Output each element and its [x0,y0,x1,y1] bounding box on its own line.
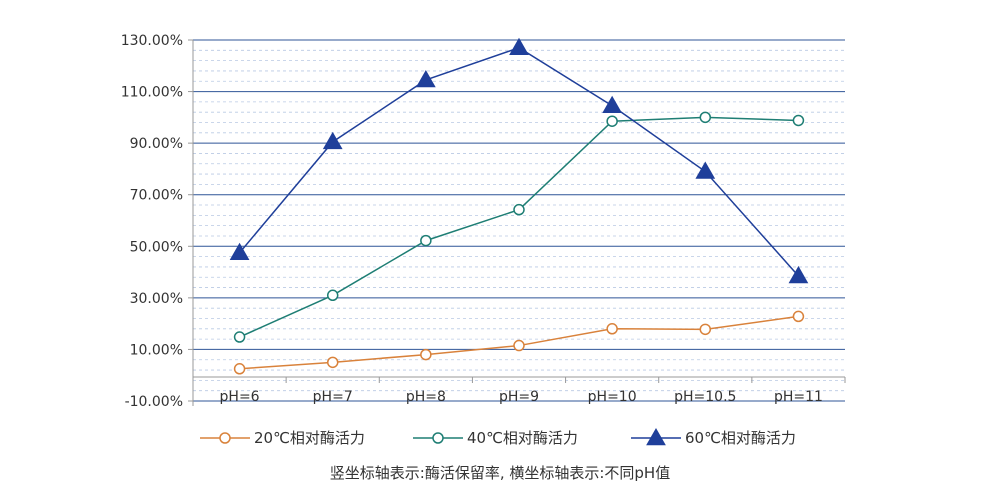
y-tick-label: 110.00% [121,85,183,101]
y-tick-label: 130.00% [121,33,183,49]
data-point [695,161,716,179]
data-point [326,289,339,302]
axis-note: 竖坐标轴表示:酶活保留率, 横坐标轴表示:不同pH值 [330,464,670,482]
axes [188,39,846,406]
y-tick-label: 90.00% [130,136,183,152]
legend-label: 20℃相对酶活力 [254,429,365,447]
series-1 [233,310,805,375]
x-tick-label: pH=6 [220,389,260,405]
data-point [699,323,712,336]
legend-item: 60℃相对酶活力 [631,427,796,447]
y-tick-label: 50.00% [130,239,183,255]
data-point [606,323,618,335]
legend: 20℃相对酶活力 40℃相对酶活力 60℃相对酶活力 [200,427,796,447]
legend-item: 20℃相对酶活力 [200,429,365,447]
legend-label: 40℃相对酶活力 [467,429,578,447]
y-tick-label: 30.00% [130,291,183,307]
data-point [509,37,529,55]
series-line [238,46,799,277]
data-point [699,111,712,124]
data-point [233,363,246,375]
legend-marker [646,427,666,446]
x-tick-label: pH=10 [588,389,637,405]
series-3 [229,37,809,284]
data-point [420,348,432,361]
series-line [239,116,799,338]
series-2 [233,111,805,343]
y-tick-label: 10.00% [130,342,183,358]
x-tick-label: pH=10.5 [674,389,736,405]
legend-label: 60℃相对酶活力 [685,429,796,447]
y-tick-label: -10.00% [125,394,183,410]
legend-item: 40℃相对酶活力 [413,429,578,447]
x-tick-label: pH=7 [313,389,353,405]
data-point [229,242,250,260]
data-point [322,131,343,150]
legend-marker [219,432,231,444]
data-point [513,203,525,216]
data-point [602,95,623,114]
data-point [788,265,809,284]
x-axis-tick-labels: pH=6 pH=7 pH=8 pH=9 pH=10 pH=10.5 pH=11 [220,389,823,405]
x-tick-label: pH=8 [406,389,446,405]
y-tick-label: 70.00% [130,188,183,204]
data-point [792,114,805,127]
y-axis-tick-labels: -10.00% 10.00% 30.00% 50.00% 70.00% 90.00% 110… [121,33,183,410]
data-point [326,356,339,369]
data-point [415,69,436,88]
data-point [233,331,246,343]
data-point [513,339,525,352]
x-tick-label: pH=9 [499,389,539,405]
legend-marker [432,432,444,444]
series-group [229,37,809,375]
data-point [606,115,618,127]
data-point [420,234,432,247]
data-point [792,310,805,323]
x-tick-label: pH=11 [774,389,823,405]
